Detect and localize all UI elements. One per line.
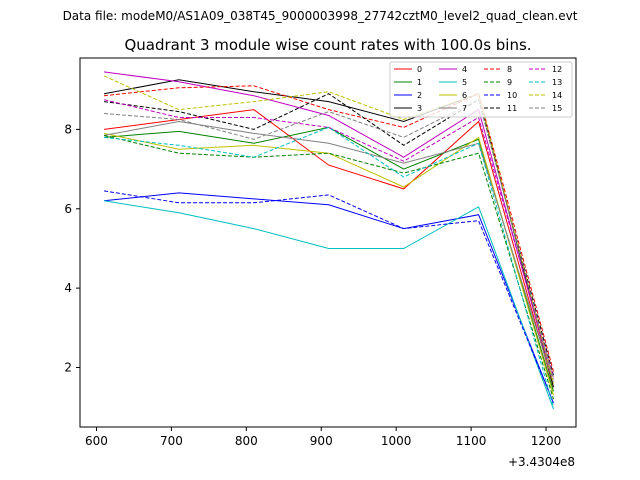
chart-title: Quadrant 3 module wise count rates with … <box>124 36 531 54</box>
legend-label-4: 4 <box>462 65 467 74</box>
legend-label-0: 0 <box>417 65 422 74</box>
x-tick-label: 700 <box>160 434 183 448</box>
x-tick-label: 1100 <box>456 434 487 448</box>
legend-label-3: 3 <box>417 104 422 113</box>
legend-label-13: 13 <box>552 78 562 87</box>
series-line-6 <box>103 132 554 396</box>
series-line-13 <box>103 126 554 408</box>
series-line-5 <box>103 200 554 410</box>
series-line-10 <box>103 190 554 404</box>
series-line-14 <box>103 75 554 384</box>
y-tick-label: 6 <box>64 202 72 216</box>
legend-label-8: 8 <box>507 65 512 74</box>
legend-label-6: 6 <box>462 91 467 100</box>
series-line-15 <box>103 98 554 380</box>
legend-label-11: 11 <box>507 104 517 113</box>
legend-label-15: 15 <box>552 104 562 113</box>
x-tick-label: 900 <box>310 434 333 448</box>
x-tick-label: 1000 <box>381 434 412 448</box>
series-lines <box>103 71 554 410</box>
legend-label-14: 14 <box>552 91 562 100</box>
series-line-2 <box>103 192 554 404</box>
legend-label-9: 9 <box>507 78 512 87</box>
x-axis: 600 700 800 900 1000 1100 1200 <box>85 427 561 448</box>
legend-frame <box>389 61 573 118</box>
series-line-9 <box>103 134 554 400</box>
legend-label-2: 2 <box>417 91 422 100</box>
legend-label-12: 12 <box>552 65 562 74</box>
legend-label-10: 10 <box>507 91 517 100</box>
y-tick-label: 8 <box>64 122 72 136</box>
y-tick-label: 2 <box>64 360 72 374</box>
x-tick-label: 1200 <box>531 434 562 448</box>
y-axis: 2 4 6 8 <box>64 122 80 374</box>
x-tick-label: 600 <box>85 434 108 448</box>
figure-suptitle: Data file: modeM0/AS1A09_038T45_90000039… <box>63 9 578 23</box>
x-offset-label: +3.4304e8 <box>508 455 575 469</box>
series-line-8 <box>103 85 554 372</box>
x-tick-label: 800 <box>235 434 258 448</box>
plot-area-frame <box>79 57 577 428</box>
legend-label-1: 1 <box>417 78 422 87</box>
series-line-7 <box>103 120 554 384</box>
legend-label-5: 5 <box>462 78 467 87</box>
y-tick-label: 4 <box>64 281 72 295</box>
legend-label-7: 7 <box>462 104 467 113</box>
